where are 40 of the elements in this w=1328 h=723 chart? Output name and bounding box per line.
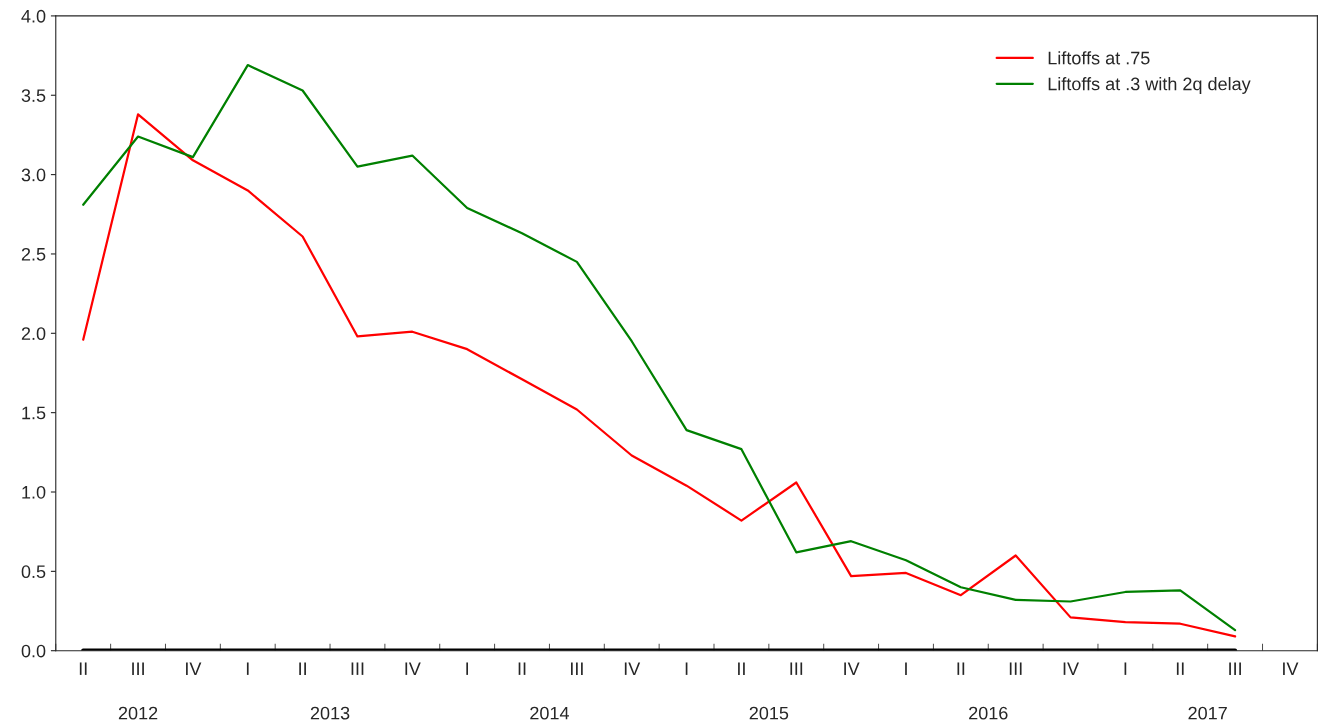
x-tick-label: I	[1124, 662, 1127, 675]
text: 2013	[310, 706, 350, 720]
x-tick-label: II	[957, 662, 965, 675]
x-tick-label: I	[685, 662, 688, 675]
x-tick-label: IV	[1283, 662, 1299, 675]
x-tick-label: III	[132, 662, 144, 675]
y-tick-label: 1.0	[22, 485, 46, 499]
x-tick-label: I	[246, 662, 249, 675]
x-tick-label: II	[738, 662, 745, 675]
y-tick-label: 2.5	[21, 247, 46, 261]
x-tick-label: III	[1229, 662, 1241, 675]
y-tick-label: 3.5	[21, 89, 46, 102]
x-tick-label: IV	[405, 662, 421, 675]
y-tick-label: 0.5	[21, 565, 46, 579]
x-tick-label: II	[79, 662, 87, 675]
y-tick-label: 3.0	[21, 168, 46, 182]
y-tick-label: 2.0	[21, 327, 46, 341]
y-tick-label: 4.0	[21, 9, 46, 23]
text: 2012	[118, 706, 158, 720]
x-tick-label: IV	[844, 662, 860, 675]
legend-label: Liftoffs at .75	[1048, 51, 1150, 65]
x-tick-label: I	[905, 662, 907, 675]
x-tick-label: II	[299, 662, 306, 675]
x-tick-label: IV	[186, 662, 202, 675]
x-tick-label: III	[790, 662, 803, 675]
text: 2017	[1188, 706, 1227, 720]
x-tick-label: II	[518, 662, 526, 675]
x-tick-label: III	[1009, 662, 1022, 675]
x-tick-label: IV	[1063, 662, 1079, 675]
x-tick-label: IV	[624, 662, 641, 675]
text: 2015	[749, 706, 789, 720]
x-tick-label: III	[571, 662, 583, 675]
x-tick-label: III	[351, 662, 364, 675]
text: 2014	[530, 706, 569, 720]
legend-label: Liftoffs at .3 with 2q delay	[1048, 77, 1251, 94]
y-tick-label: 0.0	[21, 644, 46, 658]
x-tick-label: I	[466, 662, 469, 675]
text: 2016	[969, 706, 1008, 720]
x-tick-label: II	[1176, 662, 1184, 675]
y-tick-label: 1.5	[22, 406, 46, 420]
